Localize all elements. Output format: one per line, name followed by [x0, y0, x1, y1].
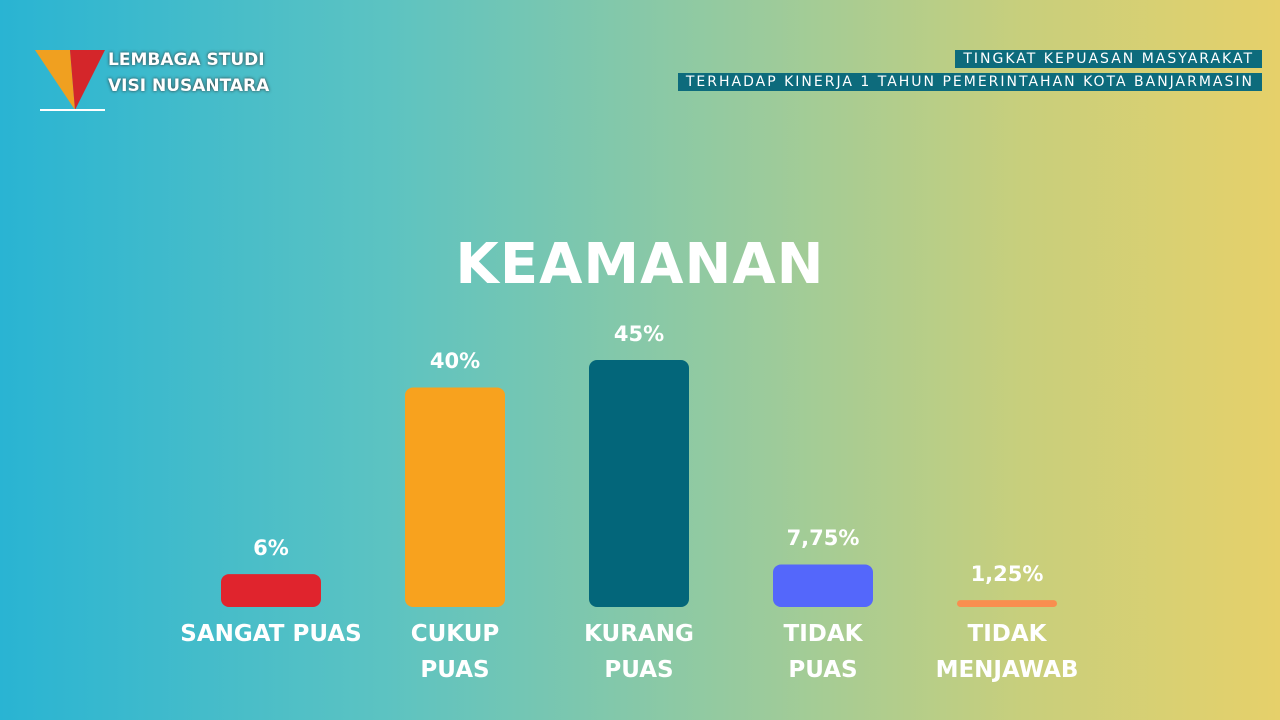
- bar: [589, 360, 689, 607]
- logo-mark: [35, 50, 105, 111]
- data-label: 6%: [253, 536, 289, 561]
- category-label: KURANG PUAS: [584, 621, 694, 683]
- bar: [957, 600, 1057, 607]
- data-label: 40%: [429, 349, 481, 374]
- data-label: 7,75%: [786, 526, 860, 551]
- header-line: TINGKAT KEPUASAN MASYARAKAT: [955, 50, 1262, 68]
- bar: [221, 574, 321, 607]
- logo-text: VISI NUSANTARA: [108, 76, 270, 96]
- category-label: CUKUP PUAS: [410, 621, 500, 683]
- data-label: 45%: [613, 322, 665, 346]
- chart-title: KEAMANAN: [455, 232, 825, 297]
- category-label: SANGAT PUAS: [180, 621, 362, 647]
- data-label: 1,25%: [970, 562, 1044, 587]
- bar: [405, 387, 505, 607]
- category-label: TIDAK MENJAWAB: [935, 621, 1079, 683]
- logo-text: LEMBAGA STUDI: [108, 50, 265, 70]
- bar: [773, 564, 873, 607]
- category-label: TIDAK PUAS: [783, 621, 863, 683]
- header-line: TERHADAP KINERJA 1 TAHUN PEMERINTAHAN KO…: [677, 73, 1262, 91]
